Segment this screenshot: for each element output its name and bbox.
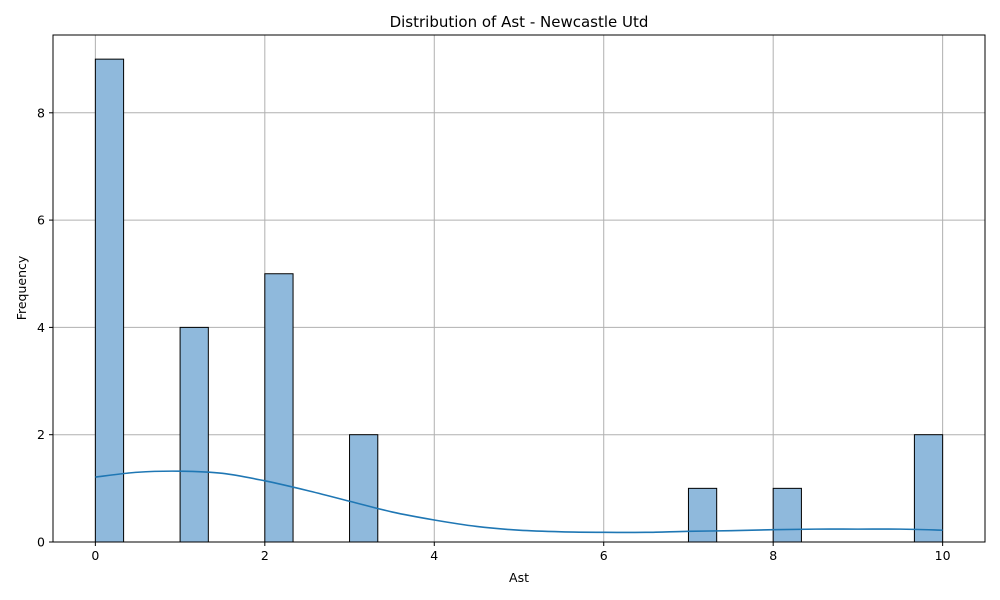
kde-curve-layer — [95, 470, 943, 534]
x-tick-label: 10 — [935, 548, 951, 563]
x-tick-label: 2 — [261, 548, 269, 563]
histogram-bar — [772, 487, 802, 543]
kde-curve — [95, 470, 943, 534]
axis-ticks: 0 2 4 6 8 10 0 2 4 6 8 — [37, 105, 951, 563]
y-tick-label: 4 — [37, 320, 45, 335]
y-tick-label: 0 — [37, 535, 45, 550]
y-tick-label: 6 — [37, 213, 45, 228]
x-tick-label: 6 — [600, 548, 608, 563]
histogram-bars — [94, 58, 944, 543]
histogram-bar — [349, 434, 379, 543]
plot-frame — [52, 34, 986, 543]
x-tick-label: 4 — [430, 548, 438, 563]
chart-title: Distribution of Ast - Newcastle Utd — [390, 13, 649, 31]
x-tick-label: 8 — [769, 548, 777, 563]
histogram-bar — [179, 326, 209, 543]
x-tick-label: 0 — [91, 548, 99, 563]
histogram-bar — [687, 487, 718, 543]
histogram-bar — [94, 58, 125, 543]
histogram-bar — [913, 434, 944, 543]
y-tick-label: 2 — [37, 427, 45, 442]
histogram-bar — [264, 273, 294, 543]
x-axis-label: Ast — [509, 570, 529, 585]
y-tick-label: 8 — [37, 105, 45, 120]
y-axis-label: Frequency — [14, 255, 29, 320]
